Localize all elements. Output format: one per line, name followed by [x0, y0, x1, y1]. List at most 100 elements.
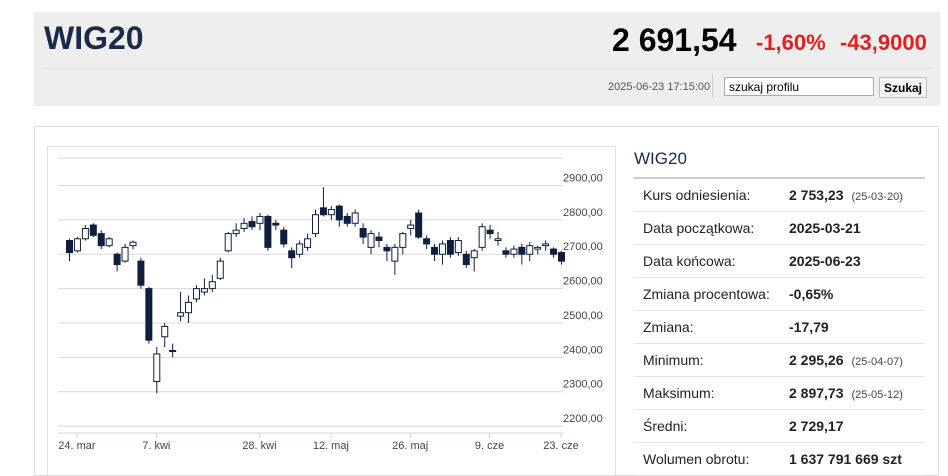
stats-label: Kurs odniesienia:	[634, 179, 789, 212]
candle-body	[113, 253, 121, 266]
stats-label: Zmiana procentowa:	[634, 277, 789, 311]
chart-box: 2200,00 2300,00 2400,00 2500,00 2600,00 2700,…	[47, 146, 616, 476]
candle-body	[462, 253, 470, 266]
candle-body	[129, 241, 137, 247]
candle-body	[558, 252, 565, 262]
stats-row: Zmiana procentowa: -0,65%	[634, 277, 925, 311]
candle-body	[105, 238, 113, 247]
candle-body	[391, 246, 399, 262]
stats-value: 2 753,23 (25-03-20)	[789, 179, 925, 212]
candle-body	[232, 229, 240, 235]
index-title: WIG20	[44, 20, 144, 56]
candle-body	[319, 207, 327, 216]
stats-row: Data końcowa: 2025-06-23	[634, 244, 925, 278]
candle-body	[542, 243, 550, 247]
price: 2 691,54	[612, 22, 737, 58]
stats-row: Maksimum: 2 897,73 (25-05-12)	[634, 376, 925, 410]
candle-body	[224, 233, 232, 252]
stats-row: Średni: 2 729,17	[634, 409, 925, 443]
candle-body	[343, 215, 351, 224]
candle-body	[550, 248, 558, 255]
candle-body	[438, 243, 446, 255]
candle-body	[518, 246, 526, 255]
stats-note: (25-03-20)	[851, 191, 903, 203]
stats-value: -17,79	[789, 310, 925, 344]
change-pct: -1,60%	[756, 30, 826, 55]
candle-body	[407, 224, 415, 229]
candle-body	[169, 350, 177, 352]
candle-body	[446, 240, 454, 255]
candle-body	[208, 281, 216, 290]
candle-body	[89, 224, 97, 236]
search-input[interactable]: szukaj profilu	[724, 77, 874, 96]
candle-body	[97, 233, 105, 247]
candle-body	[73, 238, 81, 252]
stats-note: (25-04-07)	[851, 356, 903, 368]
candle-body	[304, 238, 312, 248]
stats-value: 2025-03-21	[789, 211, 925, 245]
stats-label: Data końcowa:	[634, 244, 789, 278]
y-tick-label: 2600,00	[563, 276, 603, 288]
x-tick-label: 12. maj	[313, 440, 349, 452]
stats-title: WIG20	[634, 146, 925, 179]
stats-label: Minimum:	[634, 343, 789, 377]
candle-body	[121, 246, 129, 262]
y-tick-label: 2800,00	[563, 207, 603, 219]
separator	[712, 74, 713, 98]
candle-body	[145, 288, 153, 341]
stats-label: Data początkowa:	[634, 211, 789, 245]
stats-value: 1 637 791 669 szt	[789, 442, 925, 476]
y-tick-label: 2200,00	[563, 413, 603, 425]
candle-body	[423, 238, 431, 245]
stats-row: Data początkowa: 2025-03-21	[634, 211, 925, 245]
x-tick-label: 24. mar	[58, 440, 96, 452]
stats-value: 2 729,17	[789, 409, 925, 443]
candle-body	[367, 233, 375, 248]
timestamp: 2025-06-23 17:15:00	[608, 81, 711, 93]
candle-body	[502, 250, 510, 255]
candle-body	[177, 312, 185, 317]
stats-value: -0,65%	[789, 277, 925, 311]
stats-label: Średni:	[634, 409, 789, 443]
candle-body	[256, 215, 264, 224]
stats-row: Minimum: 2 295,26 (25-04-07)	[634, 343, 925, 377]
candle-body	[383, 246, 391, 252]
candle-body	[486, 229, 494, 235]
candle-body	[216, 260, 224, 279]
candle-body	[288, 250, 296, 259]
stats-label: Zmiana:	[634, 310, 789, 344]
stats-row: Wolumen obrotu: 1 637 791 669 szt	[634, 442, 925, 476]
candle-body	[399, 233, 407, 248]
y-tick-label: 2900,00	[563, 172, 603, 184]
candle-body	[359, 227, 367, 238]
x-tick-label: 9. cze	[475, 440, 504, 452]
candle-body	[192, 288, 200, 300]
header: WIG20 2 691,54 -1,60% -43,9000 2025-06-2…	[34, 12, 940, 106]
candle-body	[185, 301, 193, 314]
candle-body	[280, 229, 288, 245]
candle-body	[375, 236, 383, 241]
candle-body	[351, 212, 359, 224]
candle-body	[264, 215, 272, 248]
candle-body	[200, 288, 208, 293]
y-tick-label: 2700,00	[563, 241, 603, 253]
candle-body	[335, 205, 343, 221]
stats-row: Zmiana: -17,79	[634, 310, 925, 344]
stats-note: (25-05-12)	[851, 389, 903, 401]
x-tick-label: 28. kwi	[242, 440, 276, 452]
candle-body	[81, 227, 89, 240]
separator	[44, 68, 930, 69]
y-tick-label: 2300,00	[563, 379, 603, 391]
candle-body	[272, 222, 280, 226]
chart: 2200,00 2300,00 2400,00 2500,00 2600,00 2700,…	[58, 157, 603, 452]
candle-body	[248, 221, 256, 228]
search-button[interactable]: Szukaj	[879, 77, 927, 98]
candle-body	[494, 238, 502, 241]
stats-row: Kurs odniesienia: 2 753,23 (25-03-20)	[634, 179, 925, 212]
candle-body	[296, 243, 304, 255]
candle-body	[510, 248, 518, 255]
candle-body	[137, 260, 145, 286]
stats-table: Kurs odniesienia: 2 753,23 (25-03-20) Data …	[634, 179, 925, 476]
stats-label: Maksimum:	[634, 376, 789, 410]
